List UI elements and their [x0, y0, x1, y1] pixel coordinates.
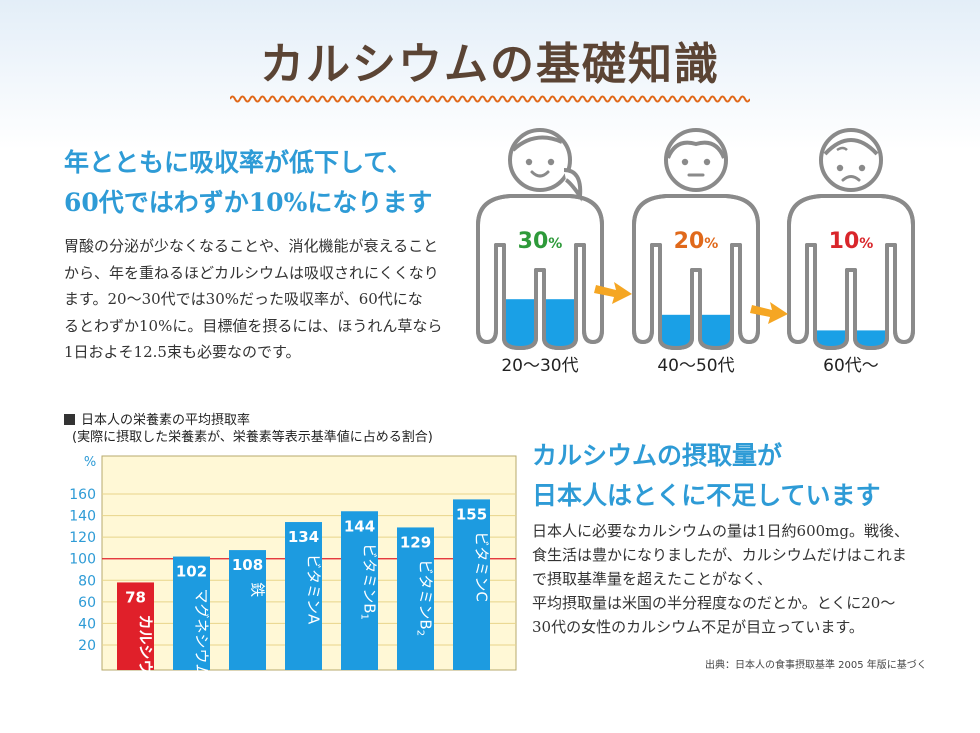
person-head	[664, 128, 728, 192]
age-group-label: 40〜50代	[657, 356, 734, 376]
person-figure: 20% 40〜50代	[632, 128, 760, 376]
y-tick-label: 40	[78, 616, 96, 632]
source-note: 出典：日本人の食事摂取基準 2005 年版に基づく	[705, 660, 927, 671]
title-wave-divider	[230, 95, 750, 103]
section1-heading-line: 60代ではわずか10%になります	[64, 188, 433, 217]
bar	[285, 522, 322, 670]
y-tick-label: 140	[69, 509, 96, 525]
absorption-fill	[504, 299, 576, 348]
y-tick-label: 120	[69, 530, 96, 546]
absorption-figures: 30% 20〜30代 20% 40〜50代 10% 60代〜	[476, 128, 915, 376]
section1-body-line: 胃酸の分泌が少なくなることや、消化機能が衰えること	[64, 237, 439, 255]
intake-bar-chart: 20 40 60 80 100 120 140 160% 78 カルシウム 102 マグネシウム 108…	[69, 455, 517, 674]
chart-title: 日本人の栄養素の平均摂取率	[64, 412, 250, 429]
bar	[173, 556, 210, 670]
bar-category-label: カルシウム	[137, 614, 155, 674]
person-head	[508, 128, 572, 192]
section1-body-line: ます。20〜30代では30%だった吸収率が、60代にな	[64, 290, 423, 308]
section2-body-line: 日本人に必要なカルシウムの量は1日約600mg。戦後、	[532, 522, 910, 540]
section2-heading-line: カルシウムの摂取量が	[532, 441, 783, 470]
section1-heading-line: 年とともに吸収率が低下して、	[64, 148, 413, 177]
absorption-rate-label: 30%	[518, 229, 563, 254]
bar-value-label: 102	[176, 563, 207, 581]
bar-value-label: 134	[288, 528, 319, 546]
bar	[341, 511, 378, 670]
square-bullet-icon	[64, 414, 75, 425]
age-group-label: 60代〜	[823, 356, 879, 376]
person-figure: 30% 20〜30代	[476, 128, 604, 376]
bar-value-label: 129	[400, 533, 431, 551]
page-title: カルシウムの基礎知識	[260, 39, 720, 90]
chart-title-text: 日本人の栄養素の平均摂取率	[81, 413, 251, 428]
bar	[397, 527, 434, 670]
section2-heading-line: 日本人はとくに不足しています	[532, 481, 881, 510]
y-tick-label: 100	[69, 552, 96, 568]
section1-body-line: 1日およそ12.5束も必要なのです。	[64, 343, 301, 361]
bar-value-label: 108	[232, 556, 263, 574]
section2-body-line: で摂取基準量を超えたことがなく、	[532, 570, 773, 588]
y-axis-label: %	[84, 455, 96, 470]
bar-category-label: 鉄	[249, 582, 267, 597]
bar	[453, 499, 490, 670]
age-group-label: 20〜30代	[501, 356, 578, 376]
y-tick-label: 80	[78, 573, 96, 589]
section2-body-line: 30代の女性のカルシウム不足が目立っています。	[532, 618, 864, 636]
section1-heading: 年とともに吸収率が低下して、 60代ではわずか10%になります	[64, 143, 432, 223]
section2-body-line: 食生活は豊かになりましたが、カルシウムだけはこれま	[532, 546, 907, 564]
bar-category-label: ビタミンC	[473, 531, 491, 601]
bar-value-label: 155	[456, 505, 487, 523]
chart-subtitle: (実際に摂取した栄養素が、栄養素等表示基準値に占める割合)	[72, 430, 433, 445]
y-tick-label: 60	[78, 595, 96, 611]
section2-body-line: 平均摂取量は米国の半分程度なのだとか。とくに20〜	[532, 594, 896, 612]
absorption-fill	[660, 314, 732, 348]
bar-category-label: ビタミンB2	[415, 559, 435, 636]
bar-value-label: 144	[344, 517, 375, 535]
arrow-right-icon	[750, 302, 788, 324]
arrow-right-icon	[594, 282, 632, 304]
bar-value-label: 78	[125, 588, 146, 606]
absorption-rate-label: 20%	[674, 229, 719, 254]
absorption-rate-label: 10%	[829, 229, 874, 254]
person-figure: 10% 60代〜	[787, 128, 915, 376]
section1-body-line: るとわずか10%に。目標値を摂るには、ほうれん草なら	[64, 316, 443, 335]
y-tick-label: 160	[69, 487, 96, 503]
bar	[229, 550, 266, 670]
y-tick-label: 20	[78, 638, 96, 654]
bar-category-label: マグネシウム	[193, 589, 211, 674]
bar-category-label: ビタミンB1	[359, 543, 379, 620]
section2-body: 日本人に必要なカルシウムの量は1日約600mg。戦後、 食生活は豊かになりました…	[532, 519, 909, 639]
section2-heading: カルシウムの摂取量が 日本人はとくに不足しています	[532, 436, 881, 516]
bar-category-label: ビタミンA	[305, 554, 323, 625]
section1-body: 胃酸の分泌が少なくなることや、消化機能が衰えること から、年を重ねるほどカルシウ…	[64, 233, 442, 366]
section1-body-line: から、年を重ねるほどカルシウムは吸収されにくくなり	[64, 263, 439, 282]
bar	[117, 582, 154, 670]
